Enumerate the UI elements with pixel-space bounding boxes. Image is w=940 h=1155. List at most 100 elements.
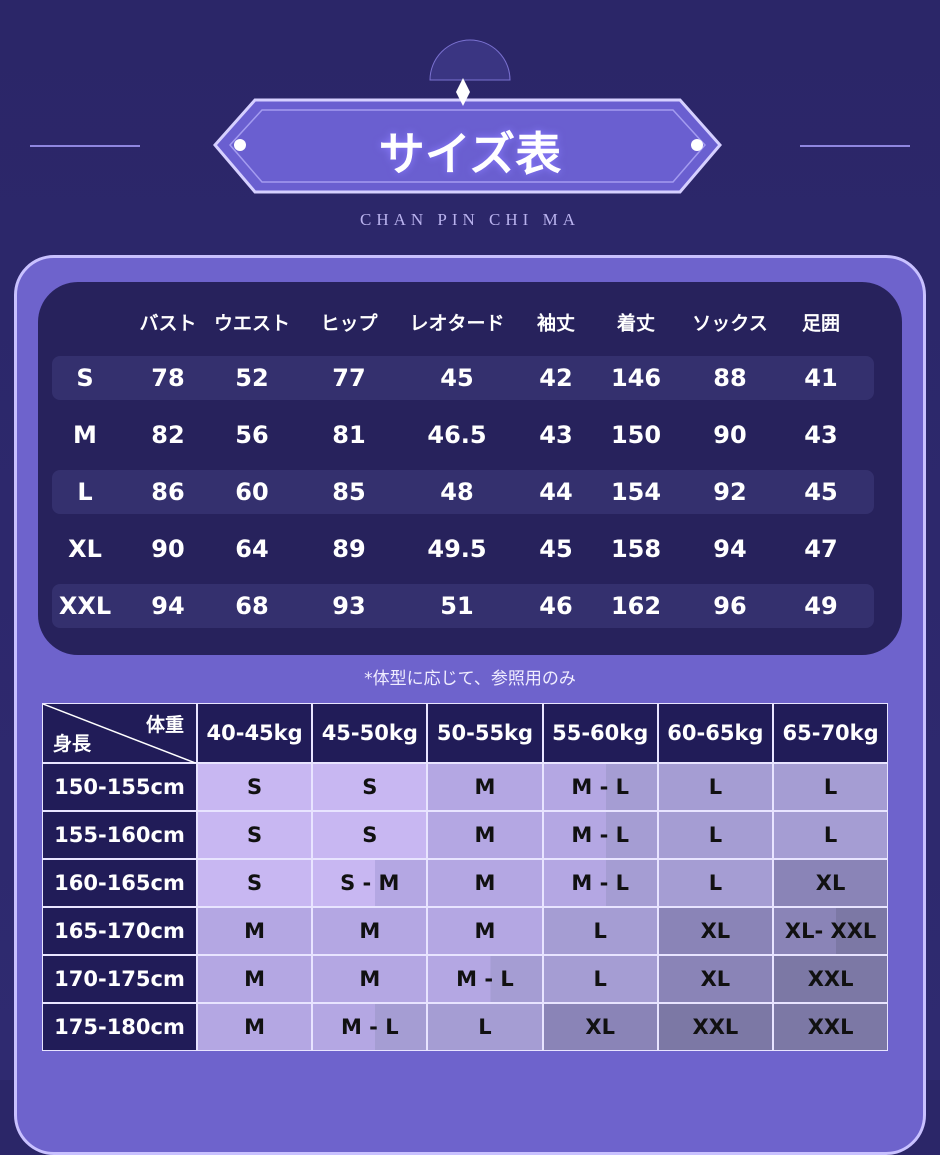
size-cell: XL (657, 955, 773, 1003)
measurement: 44 (539, 478, 573, 506)
measurement: 93 (332, 592, 366, 620)
size-cell: M - L (312, 1003, 428, 1051)
size-cell: XXL (657, 1003, 773, 1051)
size-cell: M (197, 1003, 313, 1051)
header-ornament (30, 39, 910, 194)
corner-cell: 体重 身長 (42, 703, 198, 764)
measurement: 43 (539, 421, 573, 449)
size-cell: M (197, 907, 313, 955)
column-header: 着丈 (616, 312, 656, 335)
ornament-shell (429, 39, 511, 81)
measurement: 45 (440, 364, 474, 392)
measurement: 47 (804, 535, 838, 563)
size-cell: L (542, 907, 658, 955)
weight-header: 65-70kg (773, 703, 889, 763)
measurement: 49.5 (427, 535, 487, 563)
measurement: 89 (332, 535, 366, 563)
measurement: 46.5 (427, 421, 487, 449)
size-label: XXL (58, 592, 112, 620)
corner-diagonal (43, 704, 198, 764)
measurement: 146 (610, 364, 662, 392)
measurement: 45 (539, 535, 573, 563)
measurement: 43 (804, 421, 838, 449)
fit-table: 体重 身長 40-45kg 45-50kg 50-55kg 55-60kg 60-65k… (42, 703, 889, 1051)
measurement: 90 (713, 421, 747, 449)
size-cell: M - L (427, 955, 543, 1003)
measurement: 86 (151, 478, 185, 506)
measurement: 68 (235, 592, 269, 620)
size-cell: S (197, 763, 313, 811)
column-header: レオタード (409, 312, 505, 335)
measurement: 94 (151, 592, 185, 620)
size-cell: XL- XXL (773, 907, 889, 955)
measurement: 46 (539, 592, 573, 620)
row-band (52, 584, 874, 628)
size-cell: XL (773, 859, 889, 907)
ornament-dot (691, 139, 703, 151)
measurement: 94 (713, 535, 747, 563)
corner-height: 身長 (53, 733, 92, 755)
height-label: 155-160cm (42, 811, 197, 859)
title-plate (213, 98, 722, 194)
measurement: 154 (610, 478, 662, 506)
measurement: 88 (713, 364, 747, 392)
weight-header: 40-45kg (197, 703, 313, 763)
measurement: 64 (235, 535, 269, 563)
size-cell: M (312, 955, 428, 1003)
weight-header: 45-50kg (312, 703, 428, 763)
measurement: 41 (804, 364, 838, 392)
measurement: 150 (610, 421, 662, 449)
measurement: 85 (332, 478, 366, 506)
measurement: 45 (804, 478, 838, 506)
size-cell: XXL (773, 955, 889, 1003)
size-cell: M (427, 859, 543, 907)
size-cell: M (427, 811, 543, 859)
measurement: 90 (151, 535, 185, 563)
column-header: バスト (139, 312, 197, 335)
size-cell: L (657, 763, 773, 811)
size-cell: L (657, 859, 773, 907)
note: *体型に応じて、参照用のみ (364, 669, 576, 689)
size-cell: L (773, 763, 889, 811)
weight-header: 55-60kg (542, 703, 658, 763)
page-subtitle: CHAN PIN CHI MA (360, 210, 580, 229)
measurement: 158 (610, 535, 662, 563)
size-label: L (77, 478, 93, 506)
measurement: 56 (235, 421, 269, 449)
height-label: 165-170cm (42, 907, 197, 955)
weight-header: 50-55kg (427, 703, 543, 763)
size-label: M (73, 421, 97, 449)
measurement: 48 (440, 478, 474, 506)
title-plate-inner (228, 109, 707, 183)
measurement: 49 (804, 592, 838, 620)
size-cell: L (657, 811, 773, 859)
column-header: ソックス (692, 312, 768, 335)
column-header: ヒップ (320, 312, 378, 335)
size-cell: M (312, 907, 428, 955)
size-cell: M (427, 763, 543, 811)
measurement: 52 (235, 364, 269, 392)
measurement: 42 (539, 364, 573, 392)
size-cell: XL (657, 907, 773, 955)
size-cell: M - L (542, 811, 658, 859)
size-cell: XL (542, 1003, 658, 1051)
size-cell: S (197, 811, 313, 859)
size-cell: S (312, 811, 428, 859)
measurement: 78 (151, 364, 185, 392)
size-label: S (76, 364, 94, 392)
column-header: 足囲 (801, 312, 841, 335)
size-cell: S (312, 763, 428, 811)
size-cell: S - M (312, 859, 428, 907)
height-label: 170-175cm (42, 955, 197, 1003)
height-label: 175-180cm (42, 1003, 197, 1051)
measurement: 92 (713, 478, 747, 506)
size-cell: M - L (542, 859, 658, 907)
measurement: 96 (713, 592, 747, 620)
ornament-dot (234, 139, 246, 151)
column-header: ウエスト (213, 312, 291, 335)
column-header: 袖丈 (536, 312, 576, 335)
size-cell: M (197, 955, 313, 1003)
size-cell: XXL (773, 1003, 889, 1051)
measurement: 81 (332, 421, 366, 449)
